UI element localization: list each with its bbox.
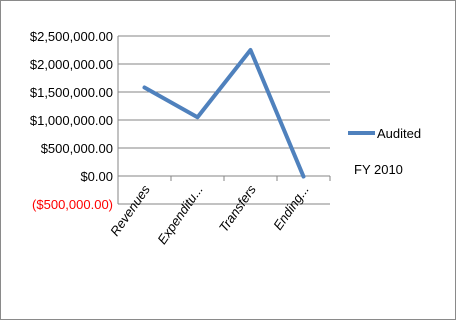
x-category-label: Expenditu... bbox=[154, 182, 206, 247]
y-tick-label: $1,500,000.00 bbox=[30, 85, 113, 100]
y-tick-label: ($500,000.00) bbox=[32, 197, 113, 212]
x-category-label: Revenues bbox=[107, 182, 153, 239]
legend-label: Audited bbox=[377, 126, 421, 141]
legend-label: FY 2010 bbox=[354, 162, 403, 177]
x-category-label: Ending... bbox=[270, 182, 312, 233]
series-line bbox=[142, 48, 306, 179]
y-tick-label: $2,500,000.00 bbox=[30, 29, 113, 44]
y-tick-label: $0.00 bbox=[80, 169, 113, 184]
y-tick-label: $2,000,000.00 bbox=[30, 57, 113, 72]
y-tick-label: $1,000,000.00 bbox=[30, 113, 113, 128]
y-tick-label: $500,000.00 bbox=[41, 141, 113, 156]
x-category-label: Transfers bbox=[216, 182, 260, 235]
